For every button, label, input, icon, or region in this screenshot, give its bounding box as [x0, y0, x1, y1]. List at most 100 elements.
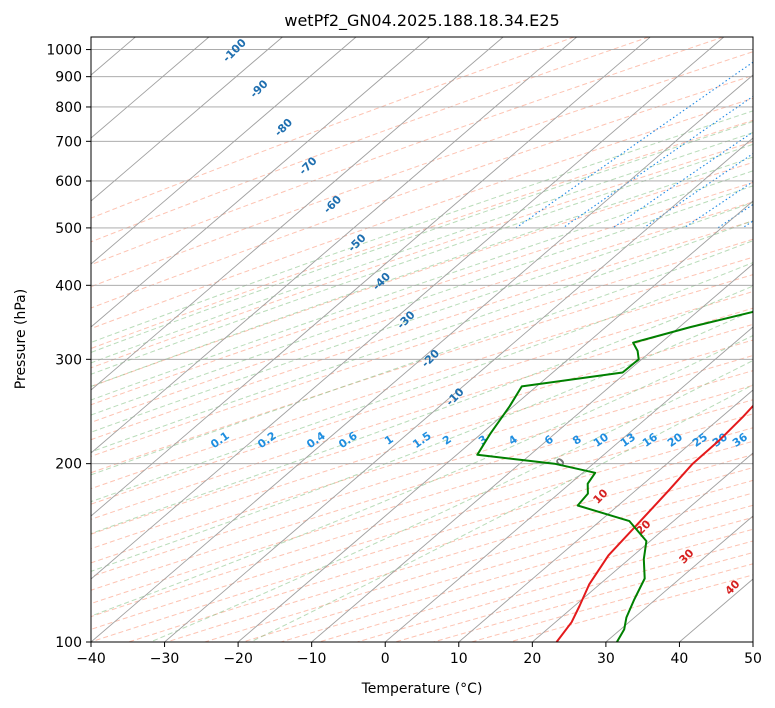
dry-adiabat-line — [242, 492, 753, 642]
dry-adiabat-label: -100 — [220, 36, 249, 65]
x-tick-label: 0 — [381, 651, 390, 667]
mixing-ratio-label: 0.4 — [304, 429, 328, 451]
moist-adiabat-line — [91, 143, 753, 375]
isotherm-line — [91, 37, 210, 139]
x-tick-label: 50 — [744, 651, 762, 667]
moist-adiabat-line — [91, 310, 753, 572]
mixing-ratio-label: 16 — [640, 430, 660, 450]
y-tick-label: 200 — [55, 457, 82, 473]
mixing-ratio-line — [643, 152, 753, 229]
isotherm-line — [679, 578, 753, 642]
isotherm-line — [91, 37, 504, 391]
dry-adiabat-line — [433, 552, 753, 642]
mixing-ratio-label: 1.5 — [410, 429, 433, 451]
dry-adiabat-line — [91, 97, 753, 330]
moist-adiabat-line — [91, 156, 753, 387]
mixing-ratio-label: 8 — [570, 433, 584, 448]
x-tick-label: −40 — [76, 651, 106, 667]
dry-adiabat-label: -70 — [296, 154, 319, 177]
mixing-ratio-label: 4 — [506, 432, 520, 447]
dry-adiabat-line — [91, 74, 753, 309]
mixing-ratio-line — [515, 61, 753, 229]
isotherm-line — [91, 37, 430, 328]
moist-adiabat-label: 0 — [553, 455, 568, 470]
dry-adiabat-line — [91, 413, 753, 618]
isotherm-line — [91, 37, 283, 202]
series-lines — [476, 310, 753, 642]
moist-adiabat-line — [91, 185, 753, 416]
mixing-ratio-line — [683, 180, 753, 229]
y-tick-label: 700 — [55, 134, 82, 150]
isotherm-line — [91, 37, 725, 580]
x-tick-label: −30 — [150, 651, 180, 667]
x-tick-label: 10 — [450, 651, 468, 667]
y-tick-label: 400 — [55, 278, 82, 294]
isotherm-line — [458, 389, 753, 642]
isotherm-line — [384, 326, 753, 642]
dry-adiabat-label: -30 — [394, 308, 417, 331]
y-tick-label: 600 — [55, 174, 82, 190]
dry-adiabat-label: -90 — [247, 77, 270, 100]
dry-adiabat-line — [91, 141, 753, 369]
isotherm-line — [91, 37, 651, 517]
dry-adiabat-line — [91, 339, 753, 550]
moist-adiabat-line — [91, 240, 753, 476]
dry-adiabat-line — [91, 323, 753, 535]
y-axis-ticks: 100 200 300 400 500 600 700 800 900 1000 — [46, 43, 91, 651]
mixing-ratio-label: 10 — [591, 430, 611, 450]
isotherm-line — [91, 37, 357, 265]
y-tick-label: 500 — [55, 221, 82, 237]
x-axis-ticks: −40 −30 −20 −10 0 10 20 30 40 50 — [76, 642, 762, 667]
dry-adiabat-label: -60 — [321, 193, 344, 216]
moist-adiabat-line — [91, 201, 753, 433]
dry-adiabat-line — [395, 540, 753, 642]
x-tick-label: 20 — [523, 651, 541, 667]
dry-adiabat-line — [91, 201, 753, 423]
moist-adiabat-label: 40 — [723, 577, 743, 597]
dry-adiabat-line — [91, 440, 753, 642]
isotherm-line — [164, 137, 753, 642]
moist-adiabat-label: 20 — [634, 517, 654, 537]
isotherm-line — [91, 74, 753, 642]
dry-adiabat-line — [91, 220, 753, 441]
plot-frame — [90, 36, 754, 643]
mixing-ratio-label: 25 — [690, 430, 710, 449]
moist-adiabat-line — [250, 384, 753, 642]
dry-adiabat-label: -50 — [345, 231, 368, 254]
mixing-ratio-label: 2 — [440, 433, 454, 448]
dry-adiabat-line — [91, 427, 753, 630]
dry-adiabat-line — [91, 37, 724, 266]
x-axis-label: Temperature (°C) — [361, 681, 483, 697]
moist-adiabat-line — [91, 335, 753, 617]
dry-adiabat-line — [166, 467, 753, 642]
x-tick-label: −20 — [223, 651, 253, 667]
isotherm-line — [91, 37, 577, 454]
moist-adiabat-label: 10 — [591, 486, 611, 506]
dry-adiabat-label: -20 — [419, 347, 442, 370]
dry-adiabat-label: -80 — [272, 116, 295, 139]
y-tick-label: 300 — [55, 352, 82, 368]
dry-adiabat-line — [91, 354, 753, 564]
isotherm-line — [752, 641, 753, 642]
y-tick-label: 100 — [55, 635, 82, 651]
mixing-ratio-line — [742, 220, 753, 229]
grid-lines — [0, 37, 753, 642]
y-axis-label: Pressure (hPa) — [13, 289, 29, 389]
dry-adiabat-line — [91, 291, 753, 505]
moist-adiabat-line — [91, 132, 753, 364]
isotherm-line — [0, 37, 62, 642]
temperature-line — [555, 404, 753, 642]
dry-adiabat-line — [91, 399, 753, 605]
isotherm-line — [311, 263, 753, 642]
y-tick-label: 800 — [55, 100, 82, 116]
dry-adiabat-line — [357, 528, 753, 642]
mixing-ratio-label: 20 — [665, 430, 685, 450]
chart-title: wetPf2_GN04.2025.188.18.34.E25 — [284, 11, 559, 31]
isotherm-line — [237, 200, 753, 642]
y-tick-label: 900 — [55, 70, 82, 86]
x-tick-label: −10 — [297, 651, 327, 667]
isotherm-line — [605, 515, 753, 642]
x-tick-label: 40 — [671, 651, 689, 667]
x-tick-label: 30 — [597, 651, 615, 667]
dewpoint-line — [476, 310, 753, 642]
